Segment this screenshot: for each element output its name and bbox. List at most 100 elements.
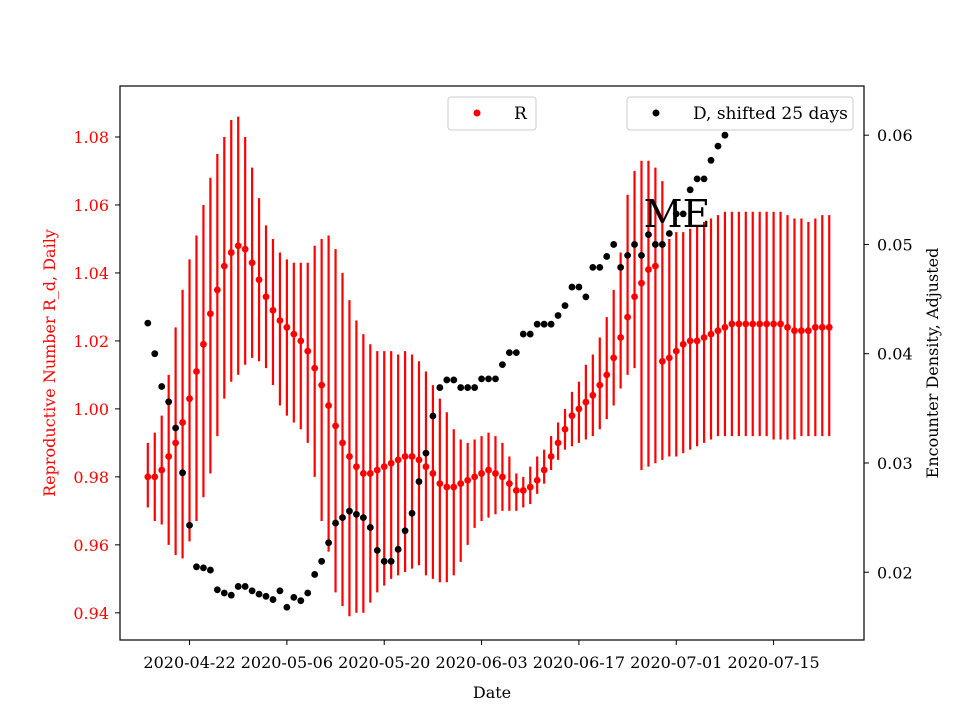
r-point (596, 381, 604, 389)
legend-r-label: R (514, 104, 528, 124)
d-point (213, 586, 221, 594)
d-point (485, 375, 492, 383)
r-point (700, 334, 708, 341)
d-point (151, 350, 159, 358)
y-left-tick-label: 0.98 (73, 468, 109, 487)
d-point (165, 398, 173, 406)
y-axis-right: 0.02 0.03 0.04 0.05 0.06 (864, 126, 913, 582)
d-point (505, 349, 513, 357)
d-point (415, 478, 423, 485)
d-point (672, 210, 680, 218)
r-point (408, 453, 416, 460)
r-point (512, 487, 520, 494)
d-point (276, 587, 284, 595)
r-point (464, 476, 472, 484)
r-point (658, 357, 666, 365)
d-point (707, 156, 715, 164)
y-left-tick-label: 0.96 (73, 536, 109, 555)
r-point (728, 320, 736, 328)
d-point (241, 583, 249, 590)
x-tick-label: 2020-06-03 (435, 653, 527, 672)
d-point (679, 210, 687, 218)
y-left-tick-label: 1.04 (73, 264, 109, 283)
r-point (339, 439, 346, 447)
x-tick-label: 2020-06-17 (533, 653, 625, 672)
r-point (415, 456, 423, 464)
x-axis: 2020-04-22 2020-05-06 2020-05-20 2020-06-03… (143, 640, 820, 672)
r-point (624, 313, 631, 321)
r-point (346, 453, 353, 460)
r-point (589, 391, 597, 399)
y-left-tick-label: 0.94 (73, 604, 109, 623)
r-point (707, 330, 715, 338)
d-point (318, 557, 326, 565)
r-point (679, 340, 687, 348)
legend-d: D, shifted 25 days (626, 96, 854, 131)
d-point (526, 330, 534, 338)
d-point (290, 593, 298, 601)
legend-r-marker (473, 109, 481, 117)
d-point (339, 514, 346, 522)
r-point (373, 466, 381, 474)
r-point (610, 354, 618, 362)
r-point (387, 459, 395, 467)
r-point (672, 347, 680, 355)
r-point (269, 306, 277, 314)
r-point (213, 286, 221, 294)
d-point (325, 539, 332, 547)
r-point (290, 330, 298, 338)
r-point (617, 334, 625, 341)
d-point (554, 312, 562, 319)
d-point (645, 231, 652, 239)
r-point (742, 320, 750, 328)
y-axis-right-label: Encounter Density, Adjusted (923, 248, 942, 479)
r-point (777, 320, 784, 328)
d-point (283, 603, 291, 611)
r-point (206, 310, 214, 318)
r-point (492, 470, 499, 477)
r-point (540, 466, 548, 474)
r-point (499, 473, 506, 481)
d-point (262, 592, 270, 600)
x-tick-label: 2020-07-01 (630, 653, 722, 672)
x-tick-label: 2020-05-06 (241, 653, 333, 672)
r-point (457, 480, 465, 488)
r-point (554, 439, 562, 447)
chart-annotation: ME (644, 192, 711, 236)
plot-frame (119, 85, 865, 641)
d-point (227, 591, 235, 599)
d-point (373, 546, 381, 554)
r-point (283, 323, 291, 331)
r-point (380, 463, 388, 471)
r-point (652, 262, 659, 270)
r-point (533, 476, 541, 484)
r-point (811, 323, 819, 331)
legend-d-box (626, 96, 854, 131)
r-point (234, 242, 242, 250)
r-point (151, 473, 159, 481)
d-point (172, 424, 180, 432)
r-point (645, 266, 652, 273)
r-point (158, 466, 166, 474)
d-point (450, 376, 458, 384)
r-point (763, 320, 771, 328)
r-point (227, 249, 235, 256)
r-point (450, 483, 458, 491)
r-point (276, 317, 284, 324)
d-point (589, 263, 597, 271)
r-point (436, 480, 444, 488)
legend-d-marker (652, 109, 660, 117)
r-point (394, 456, 402, 464)
r-point (665, 354, 673, 362)
r-point (693, 337, 701, 345)
y-left-tick-label: 1.02 (73, 332, 109, 351)
r-point (735, 320, 743, 328)
d-point (206, 566, 214, 574)
r-point (186, 395, 193, 403)
d-point (443, 376, 451, 384)
r-errorbars (146, 116, 831, 617)
r-point (519, 487, 527, 494)
legend-r-box (447, 96, 537, 131)
r-point (526, 483, 534, 491)
x-tick-label: 2020-07-15 (727, 653, 819, 672)
